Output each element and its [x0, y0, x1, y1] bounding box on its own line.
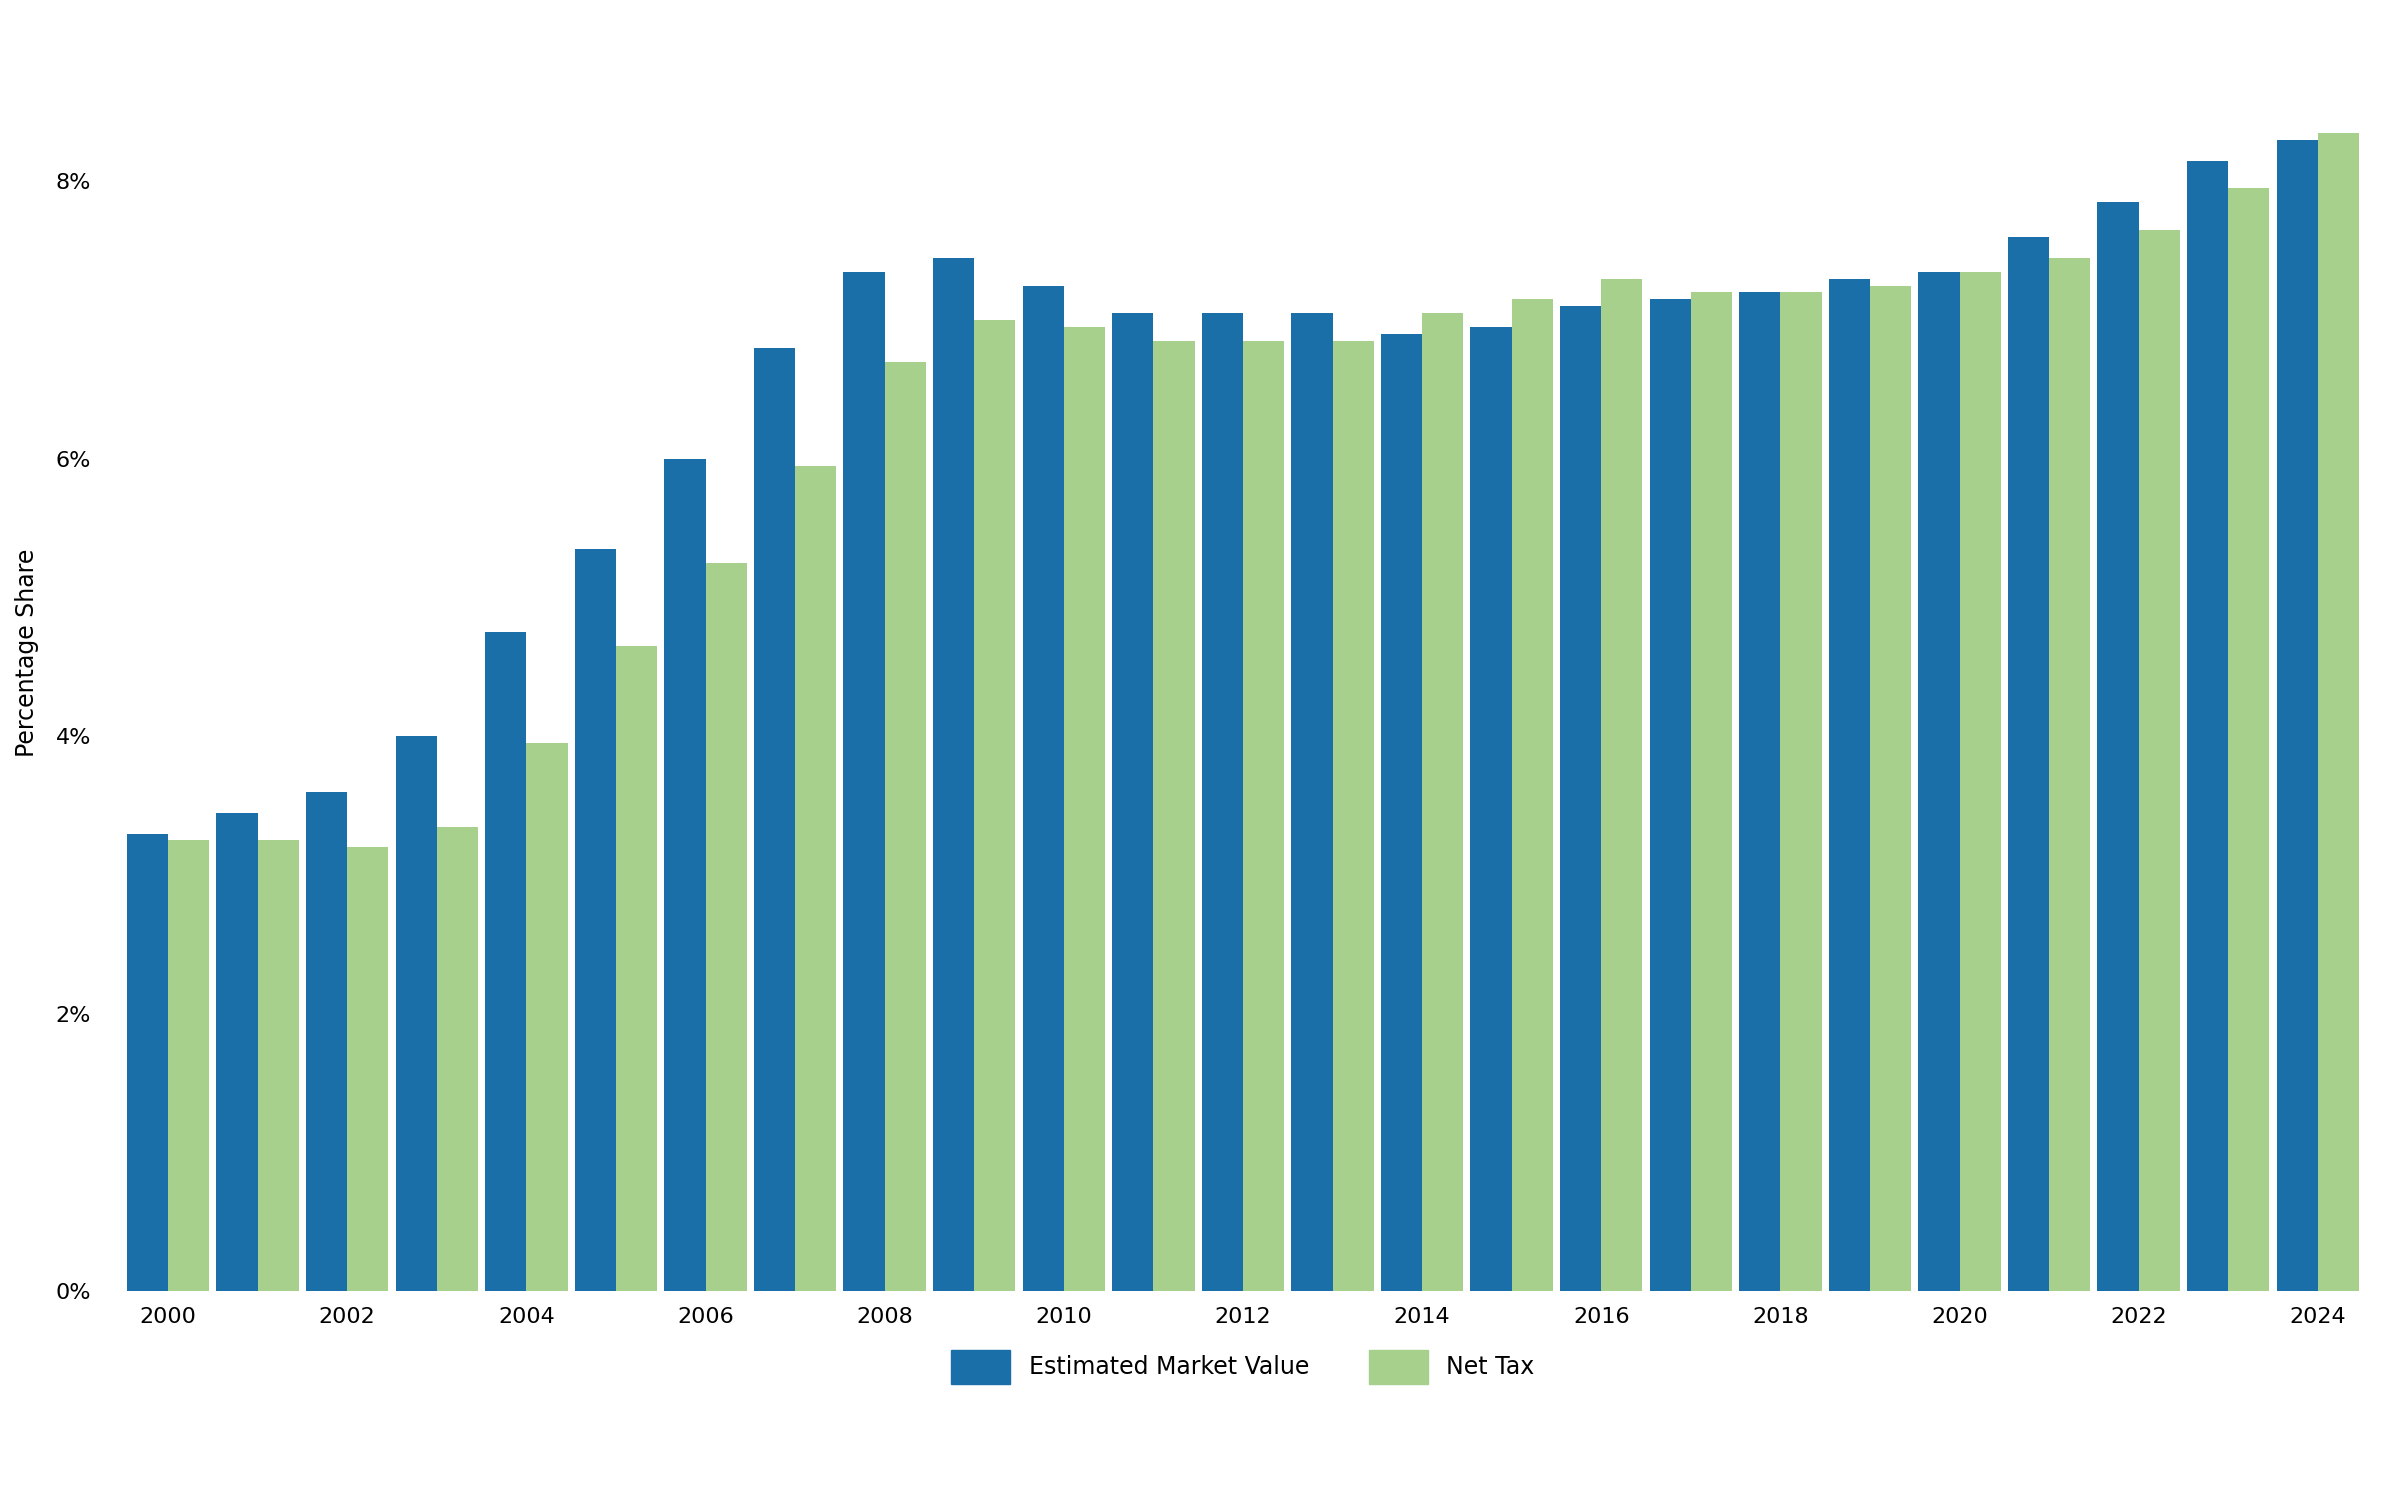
Bar [1063, 327, 1104, 1292]
Bar [1870, 285, 1910, 1292]
Y-axis label: Percentage Share: Percentage Share [14, 549, 38, 758]
Bar [1380, 334, 1423, 1292]
Bar [2050, 258, 2090, 1292]
Bar [1111, 314, 1154, 1292]
Bar [526, 744, 566, 1292]
Bar [437, 827, 478, 1292]
Bar [1291, 314, 1332, 1292]
Bar [216, 813, 257, 1292]
Bar [257, 840, 300, 1292]
Bar [1022, 285, 1063, 1292]
Bar [1781, 292, 1822, 1292]
Bar [2227, 189, 2270, 1292]
Bar [574, 549, 617, 1292]
Bar [886, 362, 926, 1292]
Bar [1649, 300, 1692, 1292]
Bar [1332, 340, 1373, 1292]
Legend: Estimated Market Value, Net Tax: Estimated Market Value, Net Tax [926, 1326, 1558, 1407]
Bar [1692, 292, 1733, 1292]
Bar [617, 646, 658, 1292]
Bar [2138, 230, 2179, 1292]
Bar [1471, 327, 1512, 1292]
Bar [2009, 237, 2050, 1292]
Bar [1423, 314, 1464, 1292]
Bar [348, 847, 389, 1292]
Bar [1740, 292, 1781, 1292]
Bar [127, 834, 168, 1292]
Bar [1918, 272, 1958, 1292]
Bar [794, 466, 835, 1292]
Bar [2186, 160, 2227, 1292]
Bar [706, 562, 746, 1292]
Bar [396, 736, 437, 1292]
Bar [665, 459, 706, 1292]
Bar [2318, 134, 2359, 1292]
Bar [842, 272, 886, 1292]
Bar [1560, 306, 1601, 1292]
Bar [1243, 340, 1284, 1292]
Bar [1512, 300, 1553, 1292]
Bar [974, 320, 1015, 1292]
Bar [2098, 202, 2138, 1292]
Bar [1202, 314, 1243, 1292]
Bar [1601, 279, 1642, 1292]
Bar [1829, 279, 1870, 1292]
Bar [754, 348, 794, 1292]
Bar [485, 633, 526, 1292]
Bar [934, 258, 974, 1292]
Bar [307, 792, 348, 1292]
Bar [2278, 140, 2318, 1292]
Bar [168, 840, 209, 1292]
Bar [1958, 272, 2002, 1292]
Bar [1154, 340, 1195, 1292]
